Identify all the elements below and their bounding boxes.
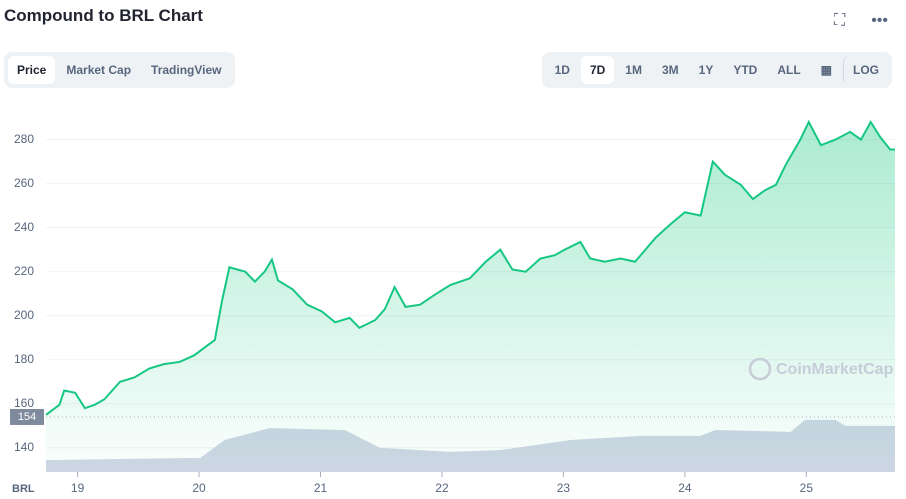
y-tick-label: 140 — [14, 440, 34, 454]
fullscreen-icon[interactable]: ⛶ — [833, 12, 846, 29]
x-tick-label: 22 — [435, 481, 449, 495]
price-area — [46, 122, 895, 472]
range-button[interactable]: 1D — [554, 63, 570, 77]
calendar-icon[interactable]: ▦ — [820, 63, 832, 77]
y-tick-label: 160 — [14, 396, 34, 410]
range-button[interactable]: YTD — [733, 63, 758, 77]
price-line — [45, 119, 895, 416]
x-tick-label: 20 — [192, 481, 206, 495]
range-button[interactable]: 3M — [661, 63, 679, 77]
range-button[interactable]: 1Y — [698, 63, 714, 77]
x-tick-label: 24 — [678, 481, 692, 495]
tab[interactable]: Market Cap — [66, 63, 132, 77]
y-tick-label: 260 — [14, 176, 34, 190]
range-button[interactable]: 1M — [625, 63, 642, 77]
axis-label: BRL — [12, 483, 35, 495]
y-tick-label: 180 — [14, 352, 34, 366]
tab[interactable]: TradingView — [151, 63, 222, 77]
header-icons: ⛶ ••• — [834, 12, 888, 30]
x-tick-label: 19 — [71, 481, 85, 495]
y-tick-label: 220 — [14, 264, 34, 278]
page-title: Compound to BRL Chart — [4, 6, 203, 25]
reference-tag — [10, 408, 44, 425]
y-tick-label: 200 — [14, 308, 34, 322]
range-button[interactable]: ALL — [777, 63, 801, 77]
range-button[interactable]: 7D — [580, 56, 615, 84]
watermark-logo — [748, 357, 772, 381]
tab[interactable]: Price — [8, 56, 56, 84]
y-tick-label: 240 — [14, 220, 34, 234]
y-tick-label: 280 — [14, 132, 34, 146]
tab-group: Price Market Cap TradingView — [4, 52, 235, 88]
reference-label: 154 — [18, 411, 36, 423]
x-tick-label: 21 — [314, 481, 328, 495]
watermark: CoinMarketCap — [776, 361, 894, 378]
log-button[interactable]: LOG — [843, 56, 888, 84]
range-group: 1D 7D 1M 3M 1Y YTD ALL ▦ LOG — [541, 52, 892, 88]
x-tick-label: 25 — [800, 481, 814, 495]
x-tick-label: 23 — [557, 481, 571, 495]
more-icon[interactable]: ••• — [871, 12, 888, 29]
